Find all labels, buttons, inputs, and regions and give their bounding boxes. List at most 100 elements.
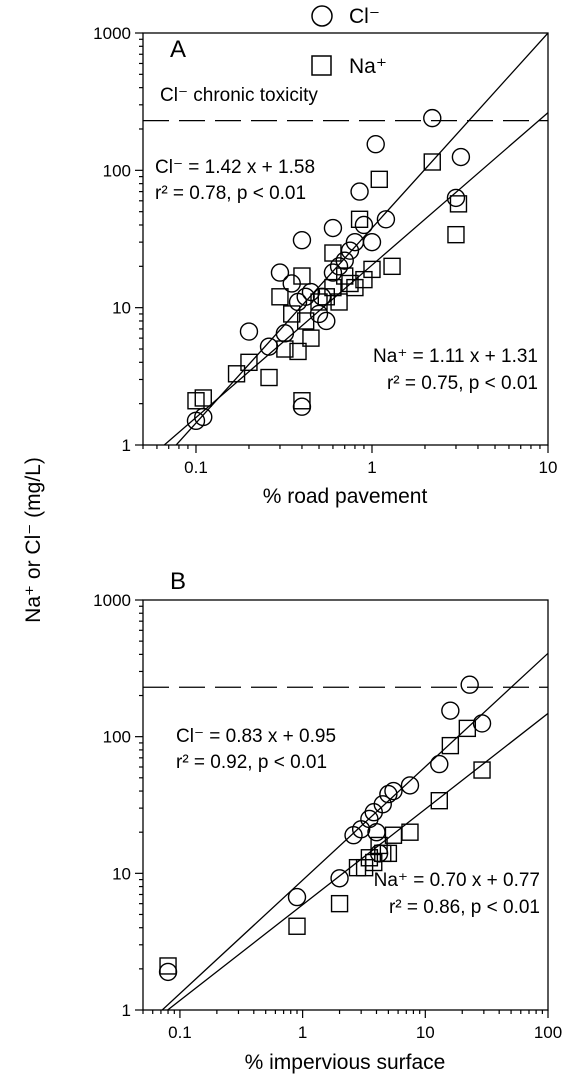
na-data-point <box>423 153 441 171</box>
na-data-point <box>330 293 348 311</box>
cl-data-point <box>287 887 307 907</box>
regression-line <box>163 112 548 445</box>
na-data-point <box>187 392 205 410</box>
y-tick-label: 100 <box>103 728 131 747</box>
cl-data-point <box>292 230 312 250</box>
y-axis-label: Na⁺ or Cl⁻ (mg/L) <box>22 457 45 623</box>
cl-data-point <box>323 218 343 238</box>
cl-data-point <box>446 188 466 208</box>
na-data-point <box>473 761 491 779</box>
cl-fit-stats-a: r² = 0.78, p < 0.01 <box>155 183 306 204</box>
na-data-point <box>330 894 349 913</box>
na-data-point <box>365 853 383 872</box>
y-tick-label: 100 <box>103 161 131 180</box>
na-fit-equation-b: Na⁺ = 0.70 x + 0.77 <box>374 870 540 891</box>
legend-square-marker <box>311 55 332 76</box>
na-data-point <box>324 278 342 297</box>
na-data-point <box>194 389 212 407</box>
cl-data-point <box>275 324 295 343</box>
cl-data-point <box>379 784 398 804</box>
na-data-point <box>293 392 311 410</box>
cl-data-point <box>344 826 363 845</box>
na-data-point <box>288 917 306 935</box>
cl-data-point <box>270 263 290 282</box>
na-data-point <box>447 225 465 244</box>
cl-data-point <box>362 232 382 252</box>
na-data-point <box>296 312 315 330</box>
y-tick-label: 10 <box>112 299 131 318</box>
cl-fit-equation-b: Cl⁻ = 0.83 x + 0.95 <box>176 726 336 747</box>
cl-data-point <box>329 257 349 276</box>
panel-a: A Cl⁻ Na⁺ Cl⁻ chronic toxicity Cl⁻ = 1.4… <box>93 5 557 508</box>
cl-data-point <box>376 210 396 229</box>
na-data-point <box>360 849 379 867</box>
na-data-point <box>317 288 335 306</box>
na-data-point <box>370 170 388 189</box>
na-fit-stats-b: r² = 0.86, p < 0.01 <box>389 897 540 918</box>
plot-frame-a <box>142 32 549 446</box>
na-data-point <box>276 340 294 358</box>
panel-b: B Cl⁻ = 0.83 x + 0.95 r² = 0.92, p < 0.0… <box>93 568 562 1074</box>
cl-data-point <box>350 182 369 201</box>
y-tick-label: 1000 <box>93 24 131 43</box>
na-data-point <box>341 274 359 293</box>
na-data-point <box>271 288 289 306</box>
x-tick-label: 0.1 <box>184 458 208 477</box>
x-axis-label-a: % road pavement <box>263 485 428 508</box>
na-data-point <box>240 353 258 372</box>
cl-data-point <box>239 322 259 341</box>
x-tick-label: 10 <box>416 1023 435 1042</box>
cl-data-point <box>292 397 312 416</box>
threshold-label: Cl⁻ chronic toxicity <box>160 85 318 106</box>
na-data-point <box>401 823 419 841</box>
na-data-point <box>430 791 448 810</box>
cl-data-point <box>312 287 332 306</box>
regression-line <box>161 652 548 1010</box>
na-data-point <box>302 329 320 347</box>
na-data-point <box>441 736 460 755</box>
na-fit-equation-a: Na⁺ = 1.11 x + 1.31 <box>373 346 538 367</box>
cl-data-point <box>423 108 442 128</box>
x-axis-label-b: % impervious surface <box>245 1051 446 1074</box>
legend-label-cl: Cl⁻ <box>349 5 380 28</box>
na-data-point <box>458 719 477 738</box>
cl-fit-stats-b: r² = 0.92, p < 0.01 <box>176 752 327 773</box>
x-tick-label: 0.1 <box>168 1023 192 1042</box>
panel-label-a: A <box>170 36 186 63</box>
y-tick-label: 1 <box>122 1001 131 1020</box>
na-data-point <box>350 210 369 228</box>
plot-frame-b <box>142 599 549 1011</box>
cl-data-point <box>259 337 279 356</box>
legend: Cl⁻ Na⁺ <box>311 5 387 78</box>
na-data-point <box>289 342 307 361</box>
na-data-point <box>283 305 301 323</box>
x-tick-label: 100 <box>534 1023 562 1042</box>
na-data-point <box>324 244 342 262</box>
cl-data-point <box>400 776 420 795</box>
x-tick-label: 1 <box>298 1023 307 1042</box>
cl-data-point <box>384 781 403 801</box>
y-tick-label: 1 <box>122 436 131 455</box>
y-tick-label: 1000 <box>93 591 131 610</box>
na-data-point <box>293 267 311 285</box>
na-data-point <box>363 260 381 279</box>
na-data-point <box>449 195 468 213</box>
cl-data-point <box>430 754 449 774</box>
cl-data-point <box>330 869 349 888</box>
cl-data-point <box>158 962 178 982</box>
na-data-point <box>227 365 246 383</box>
cl-data-point <box>366 134 385 154</box>
cl-data-point <box>460 675 479 694</box>
na-data-point <box>379 844 398 863</box>
na-data-point <box>383 257 401 276</box>
cl-data-point <box>451 147 471 167</box>
x-tick-label: 10 <box>539 458 558 477</box>
x-tick-label: 1 <box>367 458 376 477</box>
legend-circle-marker <box>311 5 333 27</box>
legend-label-na: Na⁺ <box>349 55 387 78</box>
cl-data-point <box>317 311 336 331</box>
cl-data-point <box>472 714 492 733</box>
cl-fit-equation-a: Cl⁻ = 1.42 x + 1.58 <box>155 157 315 178</box>
na-data-point <box>355 858 374 877</box>
